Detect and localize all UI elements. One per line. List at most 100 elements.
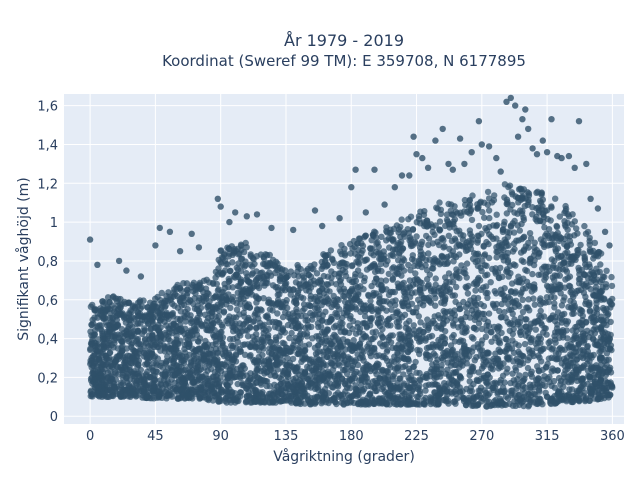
scatter-point <box>436 401 442 407</box>
scatter-point <box>178 287 184 293</box>
scatter-point <box>515 222 521 228</box>
scatter-point <box>548 294 554 300</box>
scatter-point <box>509 371 515 377</box>
scatter-point <box>551 304 557 310</box>
scatter-point <box>529 369 535 375</box>
scatter-point <box>422 221 428 227</box>
scatter-point <box>109 374 115 380</box>
scatter-point <box>520 259 526 265</box>
scatter-point <box>353 294 359 300</box>
scatter-point <box>562 367 568 373</box>
scatter-point <box>267 339 273 345</box>
scatter-point <box>452 338 458 344</box>
scatter-point <box>178 359 184 365</box>
scatter-point <box>517 291 523 297</box>
scatter-point <box>452 317 458 323</box>
scatter-point <box>339 350 345 356</box>
scatter-point <box>172 385 178 391</box>
scatter-point <box>349 375 355 381</box>
scatter-point <box>467 378 473 384</box>
scatter-point <box>151 354 157 360</box>
scatter-point <box>387 252 393 258</box>
scatter-point <box>515 321 521 327</box>
scatter-point <box>405 330 411 336</box>
scatter-point <box>533 377 539 383</box>
scatter-point <box>383 224 389 230</box>
scatter-point <box>482 251 488 257</box>
scatter-point <box>483 374 489 380</box>
scatter-point <box>331 293 337 299</box>
scatter-point <box>213 292 219 298</box>
scatter-point <box>601 296 607 302</box>
scatter-point <box>276 375 282 381</box>
scatter-point <box>163 303 169 309</box>
scatter-point <box>463 386 469 392</box>
scatter-point <box>273 337 279 343</box>
scatter-point <box>154 395 160 401</box>
scatter-point <box>311 261 317 267</box>
scatter-point <box>577 242 583 248</box>
scatter-point <box>383 277 389 283</box>
scatter-point <box>216 319 222 325</box>
scatter-point <box>231 314 237 320</box>
scatter-point <box>565 318 571 324</box>
scatter-point <box>359 374 365 380</box>
scatter-point <box>603 284 609 290</box>
scatter-point <box>540 367 546 373</box>
scatter-point <box>349 262 355 268</box>
scatter-point <box>491 398 497 404</box>
scatter-point <box>511 229 517 235</box>
scatter-point <box>229 397 235 403</box>
scatter-point <box>327 355 333 361</box>
scatter-point <box>387 382 393 388</box>
scatter-point <box>362 275 368 281</box>
scatter-point <box>389 289 395 295</box>
scatter-point <box>552 336 558 342</box>
scatter-point <box>483 393 489 399</box>
scatter-point <box>126 317 132 323</box>
scatter-point <box>373 380 379 386</box>
scatter-point <box>442 336 448 342</box>
scatter-point <box>417 289 423 295</box>
scatter-point <box>471 396 477 402</box>
scatter-point <box>505 242 511 248</box>
scatter-point <box>518 328 524 334</box>
scatter-point <box>505 184 511 190</box>
scatter-point <box>326 319 332 325</box>
scatter-point <box>557 273 563 279</box>
scatter-point <box>520 215 526 221</box>
scatter-point <box>445 201 451 207</box>
scatter-point <box>569 311 575 317</box>
scatter-point <box>283 385 289 391</box>
scatter-point <box>250 382 256 388</box>
scatter-point <box>244 274 250 280</box>
scatter-point <box>489 199 495 205</box>
scatter-point <box>401 380 407 386</box>
scatter-point <box>320 362 326 368</box>
scatter-point <box>488 339 494 345</box>
scatter-point <box>435 337 441 343</box>
scatter-point <box>520 378 526 384</box>
scatter-point <box>559 302 565 308</box>
scatter-point <box>282 282 288 288</box>
scatter-point <box>323 294 329 300</box>
scatter-point <box>298 285 304 291</box>
scatter-point <box>419 239 425 245</box>
scatter-point <box>276 345 282 351</box>
scatter-point <box>137 297 143 303</box>
scatter-point <box>251 337 257 343</box>
scatter-point <box>452 236 458 242</box>
scatter-point <box>461 342 467 348</box>
scatter-point <box>493 244 499 250</box>
scatter-point <box>562 208 568 214</box>
scatter-point <box>436 242 442 248</box>
scatter-point <box>401 391 407 397</box>
scatter-point <box>288 317 294 323</box>
scatter-point <box>445 359 451 365</box>
scatter-point <box>494 301 500 307</box>
scatter-point <box>570 393 576 399</box>
scatter-point <box>395 257 401 263</box>
scatter-point <box>97 348 103 354</box>
